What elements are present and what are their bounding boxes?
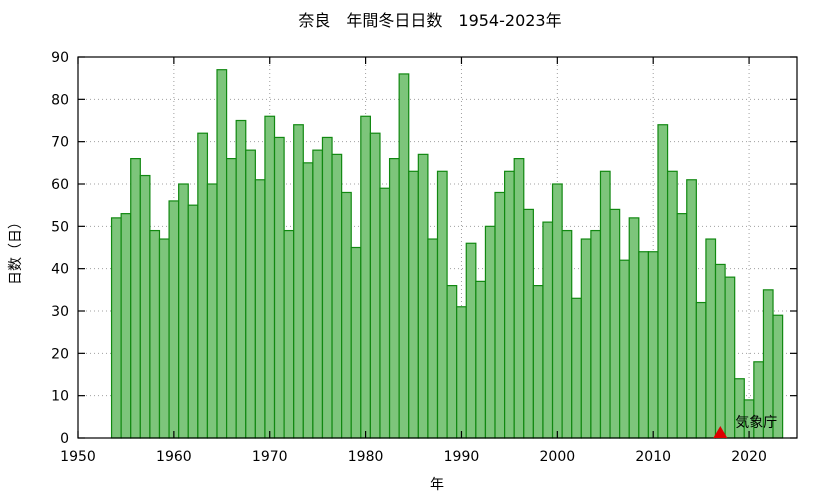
- triangle-marker-icon: [713, 426, 728, 438]
- bar-1974: [302, 162, 314, 439]
- y-tick-label: 50: [51, 219, 69, 235]
- bar-1997: [523, 208, 534, 439]
- x-tick-label: 1990: [444, 449, 480, 465]
- bar-1990: [456, 306, 467, 439]
- bar-1960: [168, 200, 180, 439]
- y-tick-label: 30: [51, 304, 69, 320]
- bar-1995: [504, 170, 515, 439]
- bar-1999: [542, 221, 554, 439]
- bar-1959: [158, 238, 170, 439]
- bar-2014: [686, 179, 697, 439]
- bar-1977: [331, 153, 343, 439]
- bar-1975: [312, 149, 324, 439]
- y-tick-label: 40: [51, 262, 69, 278]
- bar-1986: [417, 153, 429, 439]
- bar-1954: [110, 217, 122, 439]
- bar-1969: [254, 179, 266, 439]
- bar-1988: [436, 170, 448, 439]
- bar-2009: [638, 251, 650, 439]
- bar-2005: [599, 170, 611, 439]
- bar-1970: [264, 115, 276, 439]
- bar-2016: [705, 238, 717, 439]
- bar-1968: [245, 149, 256, 439]
- y-axis-ticks: 0 10 20 30 40 50 60 70 80 90: [51, 50, 797, 447]
- bar-1963: [197, 132, 209, 439]
- bar-1957: [139, 174, 151, 439]
- bar-2004: [590, 229, 602, 439]
- bar-1992: [475, 280, 487, 439]
- y-tick-label: 80: [51, 92, 69, 108]
- bar-2013: [676, 213, 688, 439]
- x-tick-label: 1950: [60, 449, 96, 465]
- x-tick-label: 2020: [731, 449, 767, 465]
- bar-1993: [484, 225, 496, 439]
- x-tick-label: 1970: [252, 449, 288, 465]
- annotation: 気象庁: [713, 415, 777, 438]
- plot-frame: [77, 56, 798, 439]
- bar-2008: [628, 217, 640, 439]
- bar-1972: [283, 229, 295, 439]
- x-tick-label: 1960: [156, 449, 192, 465]
- bar-2002: [571, 297, 582, 439]
- y-tick-label: 10: [51, 389, 69, 405]
- bar-1996: [513, 158, 525, 439]
- bar-1987: [427, 238, 439, 439]
- bar-1964: [206, 183, 218, 439]
- bar-1978: [341, 191, 352, 439]
- bar-1989: [446, 285, 458, 439]
- bar-1984: [398, 73, 410, 439]
- y-tick-label: 90: [51, 50, 69, 66]
- bar-1982: [379, 187, 391, 439]
- bar-1979: [350, 246, 362, 439]
- y-tick-label: 70: [51, 135, 69, 151]
- x-tick-label: 2010: [635, 449, 671, 465]
- bar-2000: [551, 183, 563, 439]
- bar-1998: [532, 285, 544, 439]
- bar-1994: [494, 191, 506, 439]
- x-axis-label: 年: [430, 477, 444, 493]
- chart-title: 奈良 年間冬日日数 1954-2023年: [298, 11, 561, 30]
- bar-1976: [321, 136, 333, 439]
- bar-1962: [187, 204, 199, 439]
- y-tick-label: 20: [51, 346, 69, 362]
- bar-2001: [561, 229, 573, 439]
- y-axis-label: 日数（日）: [8, 215, 24, 285]
- bar-2011: [657, 124, 669, 439]
- bar-2018: [724, 276, 736, 439]
- x-tick-label: 2000: [540, 449, 576, 465]
- bar-2003: [580, 238, 592, 439]
- bar-2017: [714, 263, 726, 439]
- y-tick-label: 0: [60, 431, 69, 447]
- x-tick-label: 1980: [348, 449, 384, 465]
- bar-1956: [130, 158, 141, 439]
- bar-2012: [666, 170, 678, 439]
- bar-1966: [225, 158, 237, 439]
- x-axis-ticks: 1950 1960 1970 1980 1990 2000 2010 2020: [60, 57, 767, 465]
- bar-1967: [235, 119, 247, 439]
- bar-1971: [273, 136, 285, 439]
- bar-2007: [619, 259, 630, 439]
- bar-1955: [120, 213, 132, 439]
- bar-1980: [360, 115, 371, 439]
- annotation-label: 気象庁: [735, 415, 777, 431]
- bar-1958: [149, 229, 161, 439]
- bar-1983: [388, 158, 400, 439]
- bar-1965: [216, 69, 228, 439]
- bar-1981: [369, 132, 381, 439]
- bar-2006: [609, 208, 621, 439]
- bar-1961: [178, 183, 189, 439]
- bar-2010: [647, 251, 659, 439]
- bar-series: [110, 69, 784, 439]
- bar-2015: [695, 301, 707, 439]
- bar-1985: [408, 170, 419, 439]
- bar-1991: [465, 242, 477, 439]
- bar-1973: [293, 124, 304, 439]
- y-tick-label: 60: [51, 177, 69, 193]
